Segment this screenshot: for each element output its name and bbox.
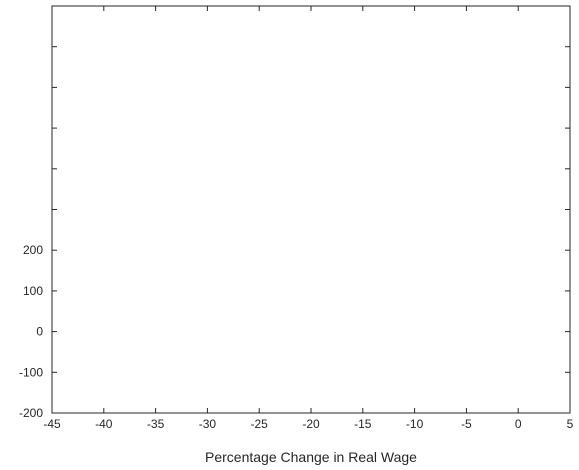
x-tick-label: -30 (199, 417, 217, 431)
x-tick-label: 0 (515, 417, 522, 431)
x-tick-label: -35 (147, 417, 165, 431)
x-tick-label: -45 (43, 417, 61, 431)
axis-tick-labels: -45 -40 -35 -30 -25 -20 -15 -10 -5 0 5 -200 -100 0 100… (19, 243, 574, 431)
x-tick-label: 5 (567, 417, 574, 431)
x-tick-label: -25 (251, 417, 269, 431)
x-tick-label: -10 (406, 417, 424, 431)
y-tick-label: 100 (23, 284, 43, 298)
x-tick-label: -20 (302, 417, 320, 431)
y-tick-label: -200 (19, 406, 43, 420)
y-tick-label: 0 (36, 325, 43, 339)
plot-background (52, 6, 570, 413)
x-tick-label: -5 (461, 417, 472, 431)
x-tick-label: -40 (95, 417, 113, 431)
plot-box (51, 5, 571, 414)
y-tick-label: -100 (19, 365, 43, 379)
x-tick-label: -15 (354, 417, 372, 431)
x-axis-label: Percentage Change in Real Wage (205, 449, 417, 465)
y-tick-label: 200 (23, 243, 43, 257)
